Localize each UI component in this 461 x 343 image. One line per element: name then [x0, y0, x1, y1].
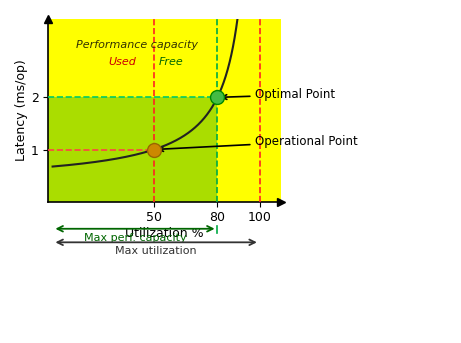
Text: Free: Free [159, 57, 183, 67]
Text: Max perf. capacity: Max perf. capacity [84, 233, 186, 243]
Text: Optimal Point: Optimal Point [222, 88, 336, 101]
Text: Max utilization: Max utilization [115, 247, 197, 257]
Text: Used: Used [108, 57, 136, 67]
X-axis label: Utilization %: Utilization % [125, 227, 204, 240]
FancyBboxPatch shape [48, 97, 218, 202]
Text: Operational Point: Operational Point [159, 135, 358, 151]
Y-axis label: Latency (ms/op): Latency (ms/op) [15, 60, 28, 161]
Text: Performance capacity: Performance capacity [76, 40, 198, 50]
